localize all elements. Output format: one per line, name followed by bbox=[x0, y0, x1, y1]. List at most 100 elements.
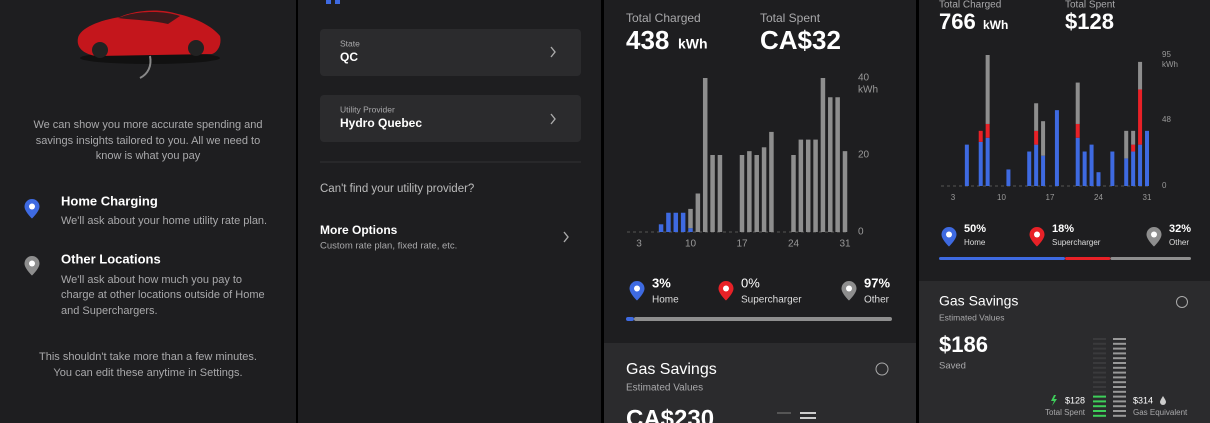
icon bbox=[326, 0, 331, 4]
footer-text: You can edit these anytime in Settings. bbox=[53, 367, 242, 379]
stat-value: $128 bbox=[1065, 9, 1114, 34]
meter-segment bbox=[1093, 371, 1106, 374]
x-tick-label: 24 bbox=[788, 239, 800, 250]
bar bbox=[1124, 158, 1129, 186]
card bbox=[604, 343, 916, 423]
breakdown-label: Supercharger bbox=[741, 295, 802, 306]
share-bar bbox=[633, 317, 892, 321]
field-label: State bbox=[340, 38, 360, 48]
meter-segment bbox=[1113, 405, 1126, 408]
breakdown-icon bbox=[718, 281, 734, 301]
state-field[interactable]: State QC bbox=[320, 29, 581, 76]
x-tick-label: 31 bbox=[839, 239, 851, 250]
other-pin-icon bbox=[24, 256, 40, 276]
bolt-icon bbox=[1051, 395, 1057, 406]
meter-segment bbox=[1093, 410, 1106, 412]
meter bbox=[800, 412, 816, 414]
bar bbox=[1145, 130, 1149, 186]
option-subtitle: Custom rate plan, fixed rate, etc. bbox=[320, 241, 457, 252]
meter-segment bbox=[1113, 357, 1126, 360]
bar bbox=[1075, 137, 1080, 186]
meter-segment bbox=[1113, 395, 1126, 398]
wheel bbox=[188, 40, 204, 56]
bar bbox=[688, 208, 693, 229]
x-tick-label: 17 bbox=[736, 239, 748, 250]
y-tick-label: 40 bbox=[858, 73, 870, 84]
bar bbox=[1089, 144, 1094, 186]
field-label: Utility Provider bbox=[340, 104, 395, 114]
meter-segment bbox=[1113, 371, 1126, 374]
pin-dot bbox=[723, 285, 729, 292]
breakdown-icon bbox=[1146, 227, 1162, 247]
y-unit: kWh bbox=[858, 85, 878, 96]
meter-segment bbox=[1093, 352, 1106, 355]
drop-icon bbox=[1160, 396, 1166, 405]
home-pin-icon bbox=[24, 199, 40, 219]
bar bbox=[1027, 151, 1032, 186]
meter-segment bbox=[1093, 405, 1106, 408]
x-tick-label: 10 bbox=[685, 239, 697, 250]
question: Can't find your utility provider? bbox=[320, 183, 474, 195]
gas-meter bbox=[1093, 338, 1126, 417]
meter-segment bbox=[1093, 395, 1106, 398]
equivalent-value: $314 bbox=[1133, 395, 1153, 405]
bar bbox=[666, 212, 671, 232]
meter-segment bbox=[1113, 342, 1126, 345]
bar bbox=[673, 212, 679, 232]
stat-value: 438 bbox=[626, 25, 669, 55]
bar bbox=[1075, 82, 1080, 124]
utility-field[interactable]: Utility Provider Hydro Quebec bbox=[320, 95, 581, 142]
icon bbox=[335, 0, 340, 4]
meter-segment bbox=[1093, 400, 1106, 403]
bar bbox=[1034, 103, 1039, 131]
x-tick-label: 31 bbox=[1143, 193, 1152, 202]
pin-dot bbox=[1034, 231, 1040, 238]
option-title[interactable]: More Options bbox=[320, 223, 398, 237]
breakdown-value: 0% bbox=[741, 275, 760, 290]
bar bbox=[1054, 110, 1059, 186]
more-options[interactable]: More Options Custom rate plan, fixed rat… bbox=[320, 223, 569, 252]
pin-dot bbox=[634, 285, 640, 292]
pin-dot bbox=[29, 260, 35, 267]
intro-text: savings insights tailored to you. All we… bbox=[36, 135, 260, 147]
bar bbox=[761, 147, 767, 232]
meter-segment bbox=[1113, 338, 1126, 340]
meter-segment bbox=[1093, 414, 1106, 417]
meter-segment bbox=[1093, 386, 1106, 388]
meter-segment bbox=[1113, 414, 1126, 417]
share-bar bbox=[939, 257, 1065, 260]
x-tick-label: 10 bbox=[997, 193, 1006, 202]
gas-subtitle: Estimated Values bbox=[626, 383, 703, 394]
gas-title: Gas Savings bbox=[626, 361, 717, 378]
stat-label: Total Spent bbox=[760, 11, 821, 25]
share-bar bbox=[1065, 257, 1111, 260]
breakdown-value: 32% bbox=[1169, 223, 1191, 235]
chevron bbox=[563, 231, 569, 243]
info-icon[interactable] bbox=[1176, 296, 1188, 308]
info-icon[interactable] bbox=[875, 362, 889, 376]
equivalent-label: Gas Equivalent bbox=[1133, 408, 1188, 417]
field-card[interactable] bbox=[320, 29, 581, 76]
intro-text: We can show you more accurate spending a… bbox=[33, 119, 262, 131]
bar bbox=[813, 139, 818, 232]
bar bbox=[964, 144, 969, 186]
bar bbox=[1096, 172, 1101, 186]
bar bbox=[1110, 151, 1115, 186]
share-bar bbox=[626, 317, 634, 321]
bar bbox=[1131, 144, 1136, 152]
bar bbox=[978, 141, 983, 186]
meter-segment bbox=[1093, 366, 1106, 369]
option-text: We'll ask about how much you pay to bbox=[61, 274, 242, 286]
breakdown-label: Other bbox=[864, 295, 890, 306]
bar bbox=[798, 139, 804, 232]
bar bbox=[820, 78, 826, 232]
bar bbox=[1075, 123, 1080, 138]
share-bar bbox=[1110, 257, 1191, 260]
meter-segment bbox=[1113, 366, 1126, 369]
x-tick-label: 17 bbox=[1046, 193, 1055, 202]
field-card[interactable] bbox=[320, 95, 581, 142]
stat-unit: kWh bbox=[678, 36, 708, 52]
meter-segment bbox=[1113, 381, 1126, 384]
bar bbox=[739, 155, 745, 232]
y-tick-label: 20 bbox=[858, 150, 870, 161]
